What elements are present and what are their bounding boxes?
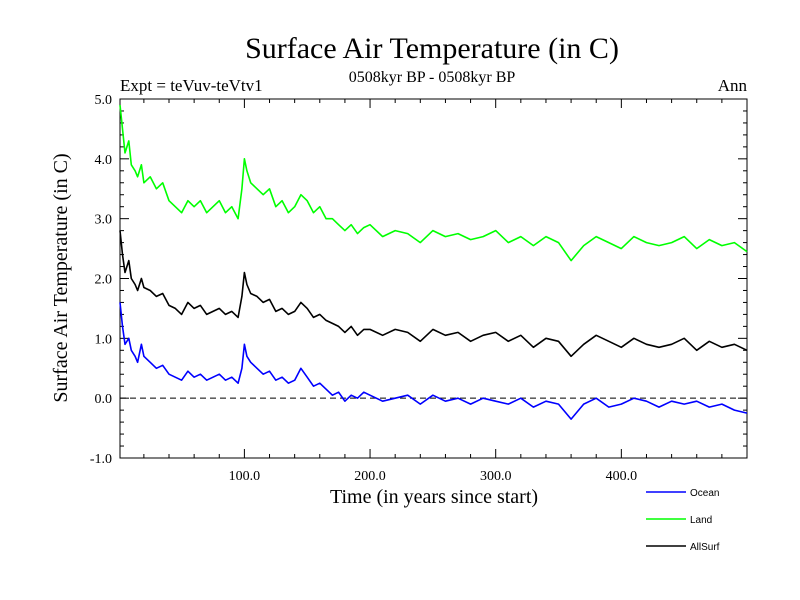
chart-title: Surface Air Temperature (in C) bbox=[245, 32, 619, 65]
x-tick-label: 200.0 bbox=[354, 469, 386, 484]
y-tick-label: 4.0 bbox=[95, 153, 113, 168]
y-axis-label: Surface Air Temperature (in C) bbox=[50, 153, 72, 402]
x-tick-label: 300.0 bbox=[480, 469, 512, 484]
chart-subtitle-left: Expt = teVuv-teVtv1 bbox=[120, 76, 263, 95]
series-line-land bbox=[119, 104, 748, 262]
legend-label-allsurf: AllSurf bbox=[690, 542, 720, 553]
y-tick-label: 3.0 bbox=[95, 213, 113, 228]
series-line-ocean bbox=[119, 302, 748, 420]
y-tick-label: 0.0 bbox=[95, 392, 113, 407]
chart-subtitle-right: Ann bbox=[718, 76, 748, 95]
y-tick-label: 5.0 bbox=[95, 93, 113, 108]
plot-area: -1.0 0.0 1.0 2.0 3.0 4.0 5.0 100.0 200.0 300.0 400… bbox=[90, 93, 748, 484]
legend-label-ocean: Ocean bbox=[690, 488, 719, 499]
series-line-allsurf bbox=[119, 230, 748, 358]
y-tick-label: -1.0 bbox=[90, 452, 112, 467]
legend: Ocean Land AllSurf bbox=[646, 488, 720, 553]
x-tick-label: 400.0 bbox=[606, 469, 638, 484]
y-tick-label: 1.0 bbox=[95, 332, 113, 347]
chart-subtitle-center: 0508kyr BP - 0508kyr BP bbox=[349, 69, 516, 86]
legend-label-land: Land bbox=[690, 515, 712, 526]
x-axis-label: Time (in years since start) bbox=[330, 486, 538, 508]
y-tick-label: 2.0 bbox=[95, 273, 113, 288]
x-tick-label: 100.0 bbox=[229, 469, 261, 484]
